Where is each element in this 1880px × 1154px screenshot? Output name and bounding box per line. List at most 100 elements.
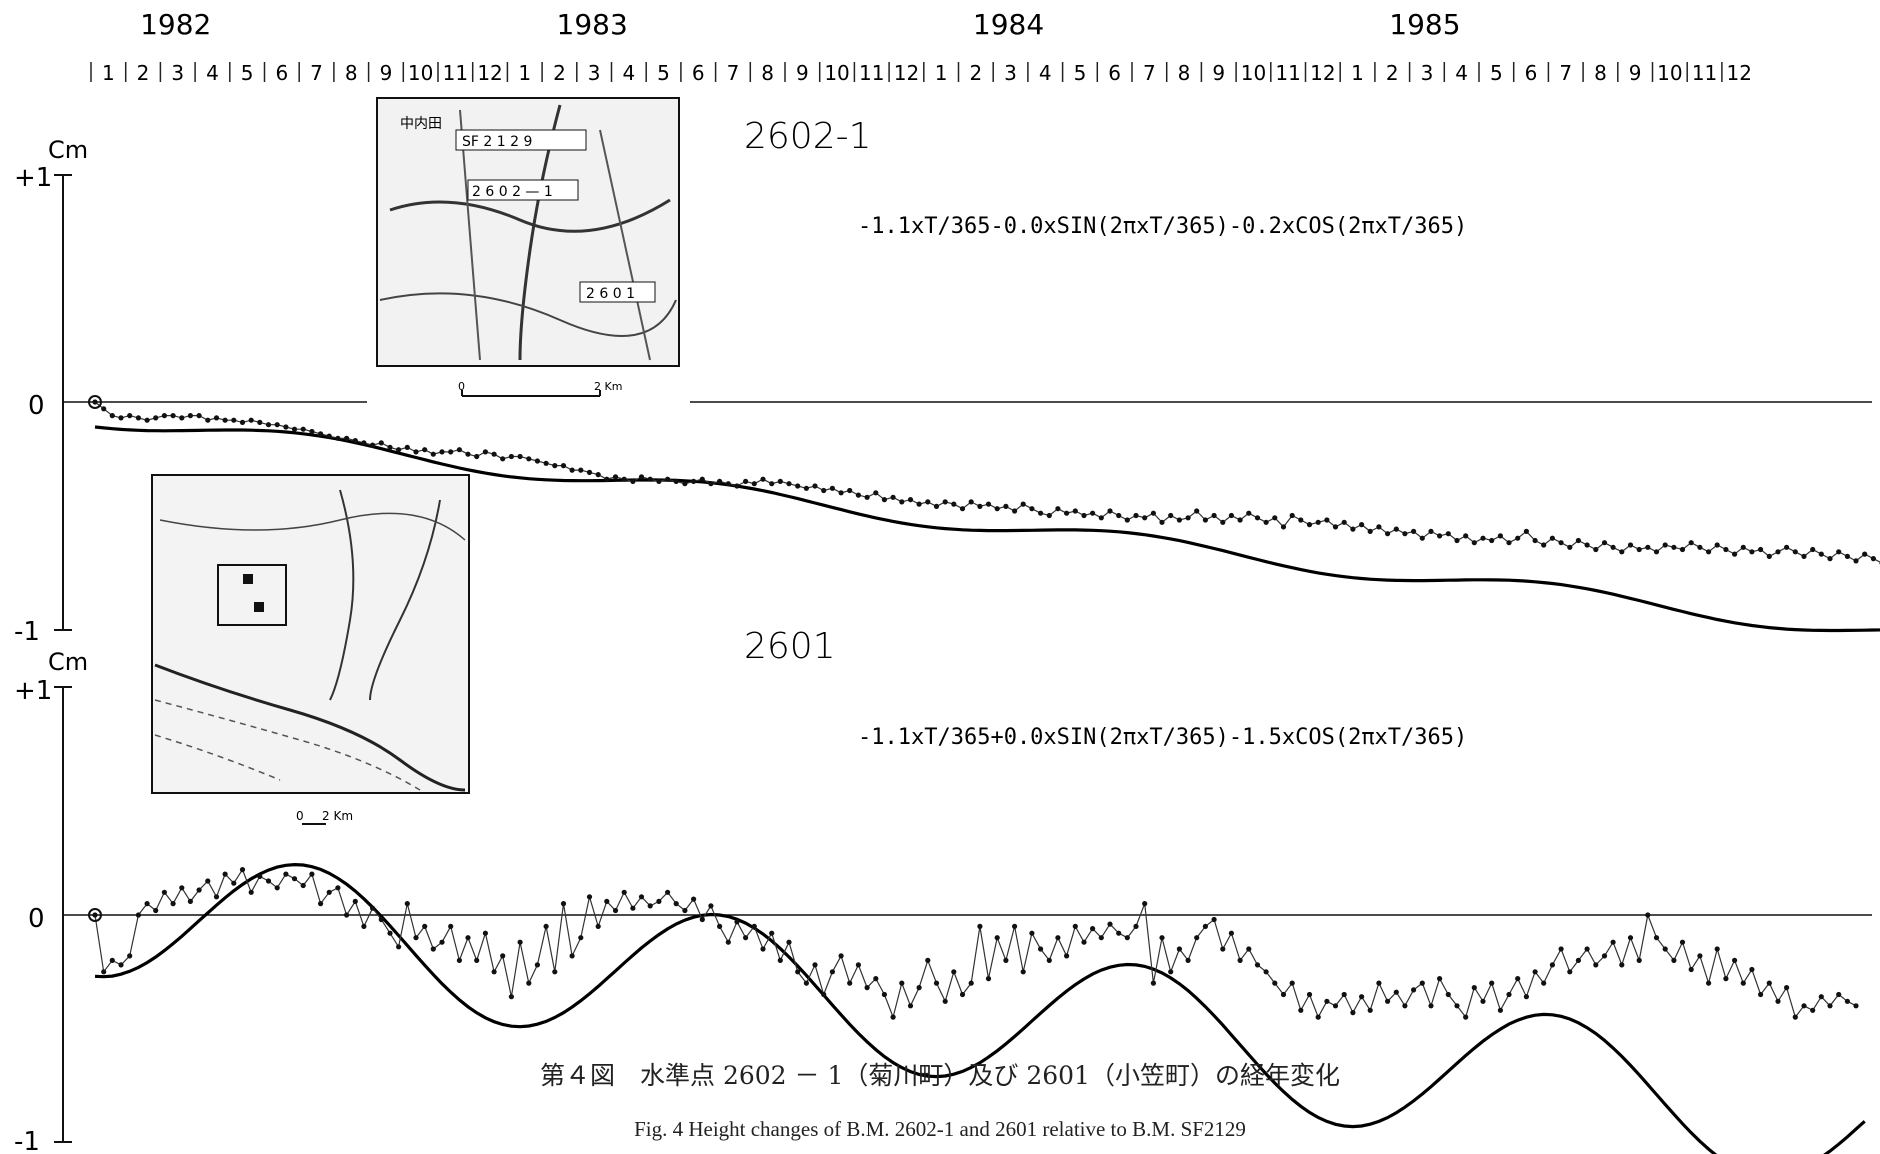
month-label: 5: [241, 61, 254, 85]
data-point: [274, 422, 280, 428]
data-point: [1532, 537, 1538, 544]
data-point: [144, 901, 150, 907]
data-point: [994, 935, 1000, 941]
data-point: [1142, 515, 1148, 521]
data-point: [291, 426, 298, 432]
map-label-2601: 2 6 0 1: [586, 286, 635, 302]
data-point: [1202, 517, 1208, 523]
data-point: [1038, 510, 1044, 516]
data-point: [465, 935, 471, 941]
data-point: [1679, 939, 1686, 945]
month-label: 12: [477, 61, 502, 85]
data-point: [1046, 512, 1052, 519]
data-point: [1072, 508, 1078, 514]
data-point: [647, 476, 653, 482]
data-point: [344, 912, 350, 918]
data-point: [1870, 556, 1876, 562]
data-point: [925, 499, 931, 505]
data-point: [144, 417, 150, 423]
data-point: [1593, 962, 1599, 968]
data-point: [1480, 998, 1486, 1004]
data-point: [404, 901, 410, 907]
data-point: [257, 419, 263, 425]
data-point: [855, 962, 862, 968]
data-point: [187, 898, 193, 905]
data-point: [474, 453, 480, 460]
data-point: [517, 939, 523, 945]
month-labels: 1 2 3 4 5 6 7 8 9 10 11 12 1 2 3 4 5 6 7 8 9 10 11 12 1 2 3 4 5 6 7 8 9 1…: [90, 61, 1752, 85]
data-point: [1359, 994, 1365, 1000]
data-point: [1749, 966, 1755, 973]
data-point: [1012, 923, 1018, 930]
month-label: 1: [1351, 61, 1364, 85]
data-point: [1827, 1003, 1833, 1009]
data-point: [361, 923, 367, 930]
data-point: [1324, 998, 1330, 1004]
month-label: 9: [1629, 61, 1642, 85]
month-label: 4: [1455, 61, 1468, 85]
data-point: [1454, 537, 1460, 544]
data-point: [1064, 953, 1070, 959]
data-point: [370, 905, 376, 911]
data-point: [1610, 544, 1616, 550]
data-point: [734, 483, 740, 489]
data-point: [1020, 501, 1026, 507]
data-point: [543, 923, 549, 930]
data-point: [1784, 544, 1790, 550]
month-label: 11: [1275, 61, 1300, 85]
data-point: [378, 440, 384, 446]
station-title-2601: 2601: [744, 626, 836, 667]
data-point: [344, 435, 350, 441]
data-point: [1298, 517, 1304, 523]
data-point: [1133, 923, 1139, 930]
data-point: [370, 442, 376, 448]
data-point: [1098, 935, 1104, 941]
data-point: [118, 962, 124, 968]
data-point: [213, 415, 220, 421]
data-point: [1038, 946, 1044, 952]
data-point: [283, 871, 289, 877]
data-point: [1419, 535, 1425, 541]
benchmark-marker-2601: [254, 602, 264, 612]
month-label: 5: [657, 61, 670, 85]
data-point: [1549, 535, 1555, 541]
data-point: [1558, 946, 1564, 952]
month-label: 2: [969, 61, 982, 85]
map-road: [389, 198, 671, 233]
data-point: [231, 417, 237, 423]
data-point: [1810, 1007, 1816, 1013]
data-point: [1385, 531, 1391, 537]
data-point: [560, 463, 567, 469]
data-point: [1489, 980, 1495, 986]
data-point: [1159, 519, 1165, 525]
data-point: [838, 953, 844, 959]
panel-2601: Cm +1 0 -1 2601 -1.1xT/365+0.0xSIN(2πxT/…: [14, 626, 1872, 1154]
data-point: [92, 399, 98, 405]
data-point: [439, 939, 445, 945]
data-point: [1723, 546, 1729, 553]
data-point: [448, 449, 454, 455]
data-point: [933, 503, 940, 509]
month-label: 4: [1039, 61, 1052, 85]
data-point: [92, 912, 98, 918]
data-point: [1176, 946, 1182, 952]
data-point: [977, 923, 983, 930]
data-point: [396, 447, 402, 453]
data-point: [448, 923, 454, 930]
map-road: [159, 512, 466, 541]
month-label: 12: [1727, 61, 1752, 85]
data-point: [1601, 540, 1608, 546]
data-point: [231, 880, 237, 886]
data-point: [257, 873, 263, 880]
data-point: [135, 415, 141, 421]
data-point: [743, 478, 749, 484]
data-point: [1758, 991, 1764, 998]
data-point: [769, 481, 775, 487]
data-point: [1810, 546, 1816, 553]
y-tick-label-minus1-2601: -1: [14, 1127, 40, 1154]
data-point: [855, 492, 862, 498]
data-point: [1523, 994, 1529, 1000]
data-point: [1445, 991, 1451, 998]
map-contour: [154, 734, 281, 781]
